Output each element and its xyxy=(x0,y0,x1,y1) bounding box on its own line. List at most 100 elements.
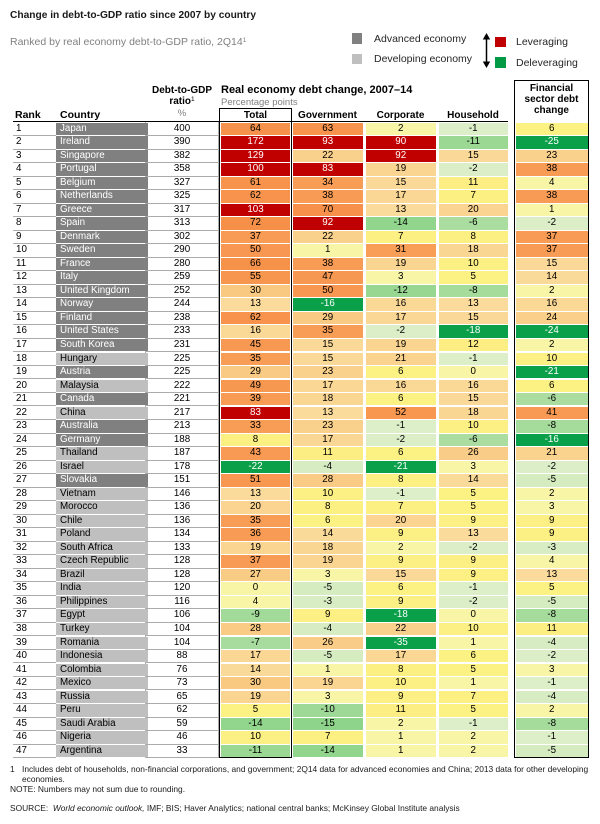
government-cell: 38 xyxy=(292,257,363,271)
household-cell: 10 xyxy=(438,622,508,636)
financial-cell: 37 xyxy=(516,230,588,244)
total-cell: 30 xyxy=(221,284,290,298)
total-cell: 103 xyxy=(221,203,290,217)
household-cell: 0 xyxy=(438,366,508,379)
country-cell: Colombia xyxy=(56,663,148,676)
household-cell: -1 xyxy=(438,122,508,135)
financial-cell: 13 xyxy=(516,568,588,582)
rank-cell: 5 xyxy=(13,177,56,191)
ratio-cell: 225 xyxy=(146,366,218,380)
ratio-cell: 302 xyxy=(146,231,218,245)
ratio-cell: 178 xyxy=(146,461,218,475)
government-cell: 1 xyxy=(292,663,363,676)
ratio-cell: 244 xyxy=(146,298,218,312)
ratio-cell: 76 xyxy=(146,664,218,677)
country-cell: Russia xyxy=(56,690,148,703)
total-cell: -22 xyxy=(221,460,290,474)
financial-cell: -5 xyxy=(516,595,588,609)
ratio-cell: 382 xyxy=(146,150,218,164)
corporate-cell: 9 xyxy=(366,555,436,568)
corporate-cell: 1 xyxy=(366,744,436,758)
country-cell: Israel xyxy=(56,460,148,474)
government-cell: 63 xyxy=(292,122,363,135)
total-cell: 27 xyxy=(221,568,290,582)
government-cell: 50 xyxy=(292,284,363,298)
country-cell: Czech Republic xyxy=(56,555,148,568)
ratio-cell: 106 xyxy=(146,609,218,623)
rank-cell: 24 xyxy=(13,434,56,448)
corporate-cell: 31 xyxy=(366,244,436,257)
corporate-cell: 90 xyxy=(366,136,436,149)
ratio-cell: 358 xyxy=(146,163,218,177)
corporate-cell: 7 xyxy=(366,230,436,244)
country-cell: Sweden xyxy=(56,244,148,257)
corporate-cell: 7 xyxy=(366,501,436,514)
rank-cell: 20 xyxy=(13,380,56,393)
total-cell: 19 xyxy=(221,690,290,703)
country-cell: South Africa xyxy=(56,541,148,555)
column-header-corporate: Corporate xyxy=(376,110,425,121)
total-cell: 100 xyxy=(221,163,290,176)
financial-cell: -2 xyxy=(516,217,588,230)
government-cell: 23 xyxy=(292,420,363,433)
household-cell: 0 xyxy=(438,609,508,622)
rank-cell: 17 xyxy=(13,339,56,353)
country-cell: Norway xyxy=(56,298,148,311)
corporate-cell: -1 xyxy=(366,420,436,433)
rank-cell: 25 xyxy=(13,447,56,461)
financial-cell: -16 xyxy=(516,433,588,447)
total-cell: 28 xyxy=(221,622,290,636)
total-cell: 129 xyxy=(221,149,290,163)
ratio-cell: 390 xyxy=(146,136,218,150)
financial-cell: 5 xyxy=(516,582,588,595)
financial-cell: 15 xyxy=(516,257,588,271)
ratio-cell: 217 xyxy=(146,407,218,420)
ratio-cell: 65 xyxy=(146,691,218,704)
ratio-cell: 233 xyxy=(146,325,218,339)
total-cell: -14 xyxy=(221,717,290,731)
financial-cell: 6 xyxy=(516,122,588,135)
total-cell: 51 xyxy=(221,474,290,487)
ratio-cell: 188 xyxy=(146,434,218,448)
corporate-cell: 19 xyxy=(366,163,436,176)
government-cell: 22 xyxy=(292,149,363,163)
household-cell: 14 xyxy=(438,474,508,487)
corporate-cell: 10 xyxy=(366,677,436,690)
rank-cell: 41 xyxy=(13,664,56,677)
government-cell: 8 xyxy=(292,501,363,514)
country-cell: France xyxy=(56,257,148,271)
government-cell: 17 xyxy=(292,379,363,392)
ratio-cell: 128 xyxy=(146,569,218,583)
country-cell: Belgium xyxy=(56,176,148,190)
ratio-cell: 400 xyxy=(146,123,218,136)
country-cell: Italy xyxy=(56,271,148,284)
column-header-country: Country xyxy=(60,109,101,121)
household-cell: 16 xyxy=(438,379,508,392)
ratio-cell: 62 xyxy=(146,704,218,718)
country-cell: South Korea xyxy=(56,338,148,352)
government-cell: 26 xyxy=(292,636,363,649)
financial-cell: -1 xyxy=(516,677,588,690)
corporate-cell: 2 xyxy=(366,122,436,135)
total-cell: 62 xyxy=(221,311,290,325)
household-cell: 5 xyxy=(438,663,508,676)
ratio-cell: 59 xyxy=(146,718,218,732)
corporate-cell: -21 xyxy=(366,460,436,474)
country-cell: Denmark xyxy=(56,230,148,244)
ratio-cell: 128 xyxy=(146,555,218,569)
page-title: Change in debt-to-GDP ratio since 2007 b… xyxy=(10,10,257,21)
total-cell: 37 xyxy=(221,555,290,568)
source-line: SOURCE: World economic outlook, IMF; BIS… xyxy=(10,803,460,814)
rank-cell: 36 xyxy=(13,596,56,610)
corporate-cell: 9 xyxy=(366,528,436,541)
corporate-cell: 16 xyxy=(366,298,436,311)
ratio-cell: 325 xyxy=(146,190,218,204)
household-cell: -18 xyxy=(438,325,508,338)
rank-cell: 46 xyxy=(13,731,56,745)
financial-cell: -25 xyxy=(516,136,588,149)
government-cell: 18 xyxy=(292,393,363,406)
legend-deleveraging-swatch xyxy=(495,57,506,68)
total-cell: 37 xyxy=(221,230,290,244)
country-cell: Austria xyxy=(56,366,148,379)
